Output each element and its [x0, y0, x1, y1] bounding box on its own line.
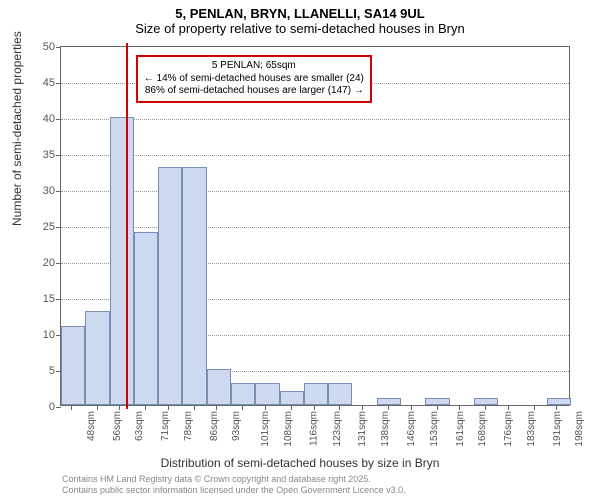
histogram-bar	[110, 117, 134, 405]
histogram-bar	[547, 398, 571, 405]
y-tick-label: 10	[43, 329, 61, 341]
x-tick-label: 108sqm	[283, 411, 294, 447]
x-tick-mark	[411, 405, 412, 410]
histogram-bar	[280, 391, 304, 405]
x-tick-mark	[339, 405, 340, 410]
y-tick-label: 40	[43, 113, 61, 125]
x-tick-mark	[508, 405, 509, 410]
y-tick-label: 30	[43, 185, 61, 197]
x-tick-label: 138sqm	[380, 411, 391, 447]
y-tick-label: 45	[43, 77, 61, 89]
x-tick-mark	[314, 405, 315, 410]
x-tick-label: 146sqm	[406, 411, 417, 447]
x-tick-label: 93sqm	[231, 411, 242, 441]
x-tick-mark	[362, 405, 363, 410]
chart-title-line1: 5, PENLAN, BRYN, LLANELLI, SA14 9UL	[0, 0, 600, 21]
x-tick-label: 176sqm	[503, 411, 514, 447]
y-tick-label: 5	[49, 365, 61, 377]
histogram-bar	[207, 369, 231, 405]
y-tick-label: 20	[43, 257, 61, 269]
y-tick-label: 35	[43, 149, 61, 161]
x-tick-mark	[119, 405, 120, 410]
histogram-bar	[182, 167, 206, 405]
x-tick-mark	[216, 405, 217, 410]
histogram-bar	[304, 383, 328, 405]
y-axis-label: Number of semi-detached properties	[10, 31, 24, 226]
x-tick-mark	[556, 405, 557, 410]
x-tick-label: 161sqm	[454, 411, 465, 447]
x-tick-label: 191sqm	[552, 411, 563, 447]
x-tick-label: 48sqm	[86, 411, 97, 441]
histogram-bar	[231, 383, 255, 405]
histogram-bar	[425, 398, 449, 405]
x-tick-label: 86sqm	[209, 411, 220, 441]
x-tick-mark	[459, 405, 460, 410]
x-tick-mark	[388, 405, 389, 410]
x-tick-label: 198sqm	[574, 411, 585, 447]
x-tick-mark	[145, 405, 146, 410]
histogram-bar	[134, 232, 158, 405]
x-tick-label: 116sqm	[308, 411, 319, 446]
x-tick-mark	[71, 405, 72, 410]
x-tick-label: 123sqm	[331, 411, 342, 447]
annotation-line1: 5 PENLAN; 65sqm	[144, 60, 364, 73]
attribution-line2: Contains public sector information licen…	[62, 485, 406, 496]
annotation-line2: ← 14% of semi-detached houses are smalle…	[144, 73, 364, 86]
attribution-text: Contains HM Land Registry data © Crown c…	[62, 474, 406, 496]
histogram-bar	[328, 383, 352, 405]
x-tick-mark	[534, 405, 535, 410]
attribution-line1: Contains HM Land Registry data © Crown c…	[62, 474, 406, 485]
x-tick-mark	[437, 405, 438, 410]
x-tick-label: 183sqm	[526, 411, 537, 447]
histogram-bar	[377, 398, 401, 405]
histogram-bar	[85, 311, 109, 405]
x-tick-label: 78sqm	[183, 411, 194, 441]
x-tick-mark	[485, 405, 486, 410]
gridline	[61, 155, 569, 156]
chart-title-line2: Size of property relative to semi-detach…	[0, 21, 600, 40]
x-tick-mark	[242, 405, 243, 410]
x-axis-label: Distribution of semi-detached houses by …	[0, 456, 600, 470]
y-tick-label: 15	[43, 293, 61, 305]
gridline	[61, 191, 569, 192]
gridline	[61, 227, 569, 228]
reference-line	[126, 43, 128, 409]
annotation-box: 5 PENLAN; 65sqm← 14% of semi-detached ho…	[136, 55, 372, 103]
x-tick-label: 153sqm	[428, 411, 439, 447]
histogram-bar	[474, 398, 498, 405]
histogram-bar	[255, 383, 279, 405]
y-tick-label: 25	[43, 221, 61, 233]
x-tick-label: 131sqm	[357, 411, 368, 447]
gridline	[61, 119, 569, 120]
x-tick-label: 63sqm	[134, 411, 145, 441]
y-tick-label: 0	[49, 401, 61, 413]
y-tick-label: 50	[43, 41, 61, 53]
histogram-bar	[158, 167, 182, 405]
x-tick-mark	[168, 405, 169, 410]
chart-plot-area: 0510152025303540455048sqm56sqm63sqm71sqm…	[60, 46, 570, 406]
x-tick-mark	[194, 405, 195, 410]
x-tick-mark	[291, 405, 292, 410]
histogram-bar	[61, 326, 85, 405]
x-tick-label: 56sqm	[112, 411, 123, 441]
x-tick-label: 71sqm	[160, 411, 171, 441]
x-tick-mark	[265, 405, 266, 410]
x-tick-label: 101sqm	[260, 411, 271, 447]
x-tick-label: 168sqm	[477, 411, 488, 447]
x-tick-mark	[97, 405, 98, 410]
annotation-line3: 86% of semi-detached houses are larger (…	[144, 85, 364, 98]
